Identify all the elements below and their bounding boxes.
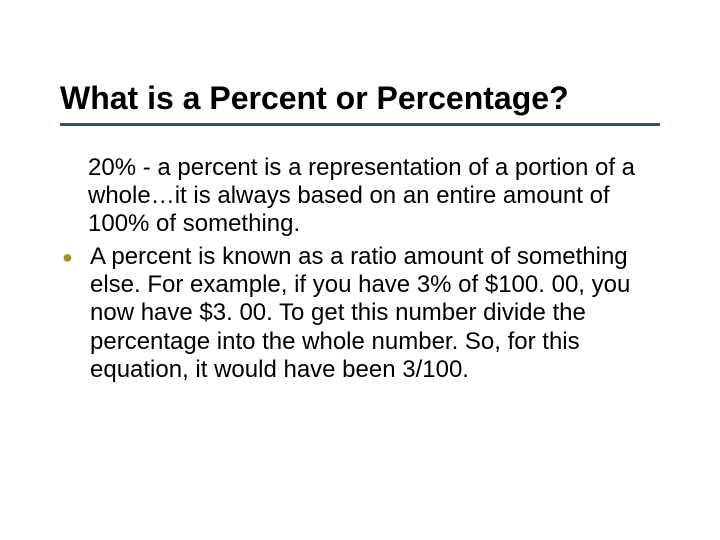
slide: What is a Percent or Percentage? 20% - a… xyxy=(0,0,720,540)
bullet-icon: ● xyxy=(60,243,90,271)
slide-body: 20% - a percent is a representation of a… xyxy=(60,154,660,385)
bullet-item: ● A percent is known as a ratio amount o… xyxy=(60,243,660,385)
paragraph-intro: 20% - a percent is a representation of a… xyxy=(60,154,660,239)
slide-title: What is a Percent or Percentage? xyxy=(60,80,660,117)
title-underline xyxy=(60,123,660,126)
bullet-text: A percent is known as a ratio amount of … xyxy=(90,243,660,385)
